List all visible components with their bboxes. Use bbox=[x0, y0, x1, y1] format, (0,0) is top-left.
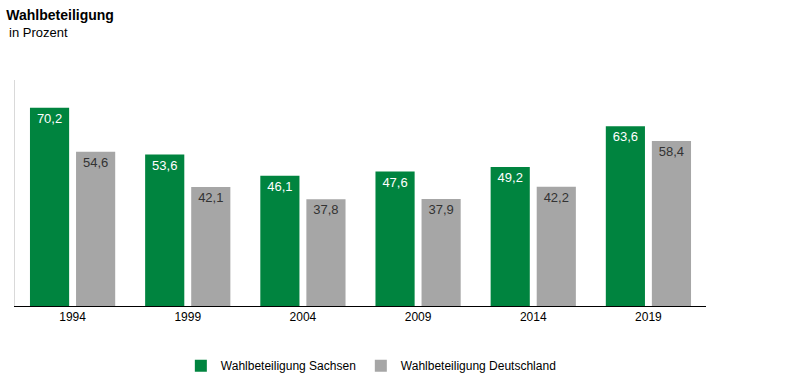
svg-text:in Prozent: in Prozent bbox=[9, 25, 68, 40]
svg-text:70,2: 70,2 bbox=[37, 111, 62, 126]
svg-text:Wahlbeteiligung Deutschland: Wahlbeteiligung Deutschland bbox=[401, 359, 556, 373]
svg-text:58,4: 58,4 bbox=[659, 144, 684, 159]
svg-text:Wahlbeteiligung: Wahlbeteiligung bbox=[6, 7, 114, 23]
svg-text:2014: 2014 bbox=[520, 310, 547, 324]
svg-text:2009: 2009 bbox=[405, 310, 432, 324]
svg-text:46,1: 46,1 bbox=[267, 179, 292, 194]
svg-text:Wahlbeteiligung Sachsen: Wahlbeteiligung Sachsen bbox=[221, 359, 356, 373]
svg-text:47,6: 47,6 bbox=[382, 175, 407, 190]
svg-text:42,1: 42,1 bbox=[198, 190, 223, 205]
svg-text:49,2: 49,2 bbox=[498, 170, 523, 185]
svg-text:53,6: 53,6 bbox=[152, 158, 177, 173]
svg-text:2004: 2004 bbox=[290, 310, 317, 324]
svg-text:1994: 1994 bbox=[59, 310, 86, 324]
svg-text:42,2: 42,2 bbox=[544, 190, 569, 205]
svg-text:37,9: 37,9 bbox=[428, 202, 453, 217]
svg-text:54,6: 54,6 bbox=[83, 155, 108, 170]
svg-text:63,6: 63,6 bbox=[613, 129, 638, 144]
svg-text:37,8: 37,8 bbox=[313, 202, 338, 217]
svg-text:2019: 2019 bbox=[635, 310, 662, 324]
svg-text:1999: 1999 bbox=[174, 310, 201, 324]
